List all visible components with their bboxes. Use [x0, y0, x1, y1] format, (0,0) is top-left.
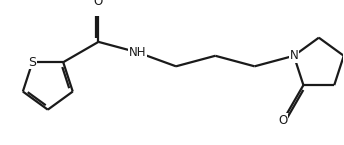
Text: O: O	[278, 114, 288, 127]
Text: N: N	[290, 49, 298, 62]
Text: O: O	[94, 0, 103, 8]
Text: NH: NH	[129, 46, 147, 59]
Text: S: S	[29, 56, 36, 69]
